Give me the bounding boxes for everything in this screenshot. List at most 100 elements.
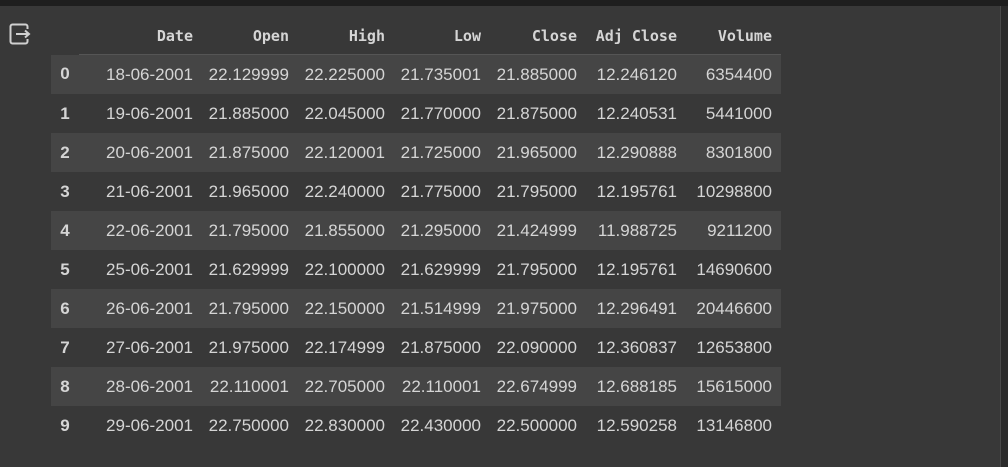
cell-low: 21.629999 [400, 259, 481, 279]
cell-open: 21.875000 [208, 142, 289, 162]
table-row: 0 18-06-2001 22.129999 22.225000 21.735001 21… [51, 54, 781, 94]
table-row: 1 19-06-2001 21.885000 22.045000 21.770000 21… [51, 94, 781, 133]
cell-high: 21.855000 [304, 220, 385, 240]
cell-date: 18-06-2001 [106, 64, 193, 84]
cell-open: 21.795000 [208, 298, 289, 318]
cell-low: 21.735001 [400, 64, 481, 84]
cell-volume: 13146800 [696, 415, 772, 435]
cell-high: 22.120001 [304, 142, 385, 162]
cell-adj-close: 12.195761 [596, 259, 677, 279]
row-index: 5 [60, 259, 70, 279]
cell-close: 21.965000 [496, 142, 577, 162]
cell-volume: 15615000 [696, 376, 772, 396]
cell-date: 22-06-2001 [106, 220, 193, 240]
column-header-low: Low [394, 17, 490, 55]
cell-open: 22.750000 [208, 415, 289, 435]
table-row: 2 20-06-2001 21.875000 22.120001 21.725000 21… [51, 133, 781, 172]
cell-volume: 20446600 [696, 298, 772, 318]
cell-close: 21.975000 [496, 298, 577, 318]
cell-high: 22.830000 [304, 415, 385, 435]
table-row: 4 22-06-2001 21.795000 21.855000 21.295000 21… [51, 211, 781, 250]
cell-date: 28-06-2001 [106, 376, 193, 396]
cell-open: 21.965000 [208, 181, 289, 201]
cell-open: 21.975000 [208, 337, 289, 357]
cell-low: 21.725000 [400, 142, 481, 162]
cell-low: 21.770000 [400, 103, 481, 123]
cell-adj-close: 12.688185 [596, 376, 677, 396]
cell-open: 21.795000 [208, 220, 289, 240]
cell-date: 27-06-2001 [106, 337, 193, 357]
table-body: 0 18-06-2001 22.129999 22.225000 21.735001 21… [51, 54, 781, 445]
cell-close: 21.875000 [496, 103, 577, 123]
cell-high: 22.225000 [304, 64, 385, 84]
row-index: 6 [60, 298, 70, 318]
cell-date: 29-06-2001 [106, 415, 193, 435]
cell-low: 21.875000 [400, 337, 481, 357]
row-index: 1 [60, 103, 70, 123]
cell-adj-close: 12.195761 [596, 181, 677, 201]
column-header-adj-close: Adj Close [586, 17, 686, 55]
table-row: 8 28-06-2001 22.110001 22.705000 22.110001 22… [51, 367, 781, 406]
cell-volume: 10298800 [696, 181, 772, 201]
cell-date: 26-06-2001 [106, 298, 193, 318]
cell-high: 22.045000 [304, 103, 385, 123]
cell-low: 21.514999 [400, 298, 481, 318]
cell-volume: 6354400 [705, 64, 772, 84]
cell-close: 21.885000 [496, 64, 577, 84]
cell-volume: 12653800 [696, 337, 772, 357]
cell-adj-close: 11.988725 [597, 220, 677, 240]
cell-output-area [40, 6, 1000, 467]
output-gutter [0, 6, 40, 467]
cell-date: 20-06-2001 [106, 142, 193, 162]
column-header-volume: Volume [686, 17, 781, 55]
cell-open: 21.629999 [208, 259, 289, 279]
cell-close: 22.500000 [496, 415, 577, 435]
table-row: 9 29-06-2001 22.750000 22.830000 22.430000 22… [51, 406, 781, 445]
cell-adj-close: 12.246120 [596, 64, 677, 84]
scrollbar-track[interactable] [1000, 6, 1008, 467]
cell-close: 22.090000 [496, 337, 577, 357]
row-index: 0 [60, 64, 70, 84]
cell-volume: 5441000 [705, 103, 772, 123]
cell-volume: 9211200 [707, 220, 772, 240]
table-row: 5 25-06-2001 21.629999 22.100000 21.629999 21… [51, 250, 781, 289]
top-bar [0, 0, 1008, 6]
cell-adj-close: 12.240531 [596, 103, 677, 123]
cell-high: 22.100000 [304, 259, 385, 279]
cell-low: 22.430000 [400, 415, 481, 435]
row-index: 9 [60, 415, 70, 435]
header-row: Date Open High Low Close Adj Close Volum… [51, 17, 781, 55]
cell-low: 22.110001 [401, 376, 481, 396]
column-header-date: Date [79, 17, 202, 55]
row-index: 3 [60, 181, 70, 201]
cell-high: 22.150000 [304, 298, 385, 318]
table-row: 7 27-06-2001 21.975000 22.174999 21.875000 22… [51, 328, 781, 367]
cell-close: 22.674999 [496, 376, 577, 396]
cell-adj-close: 12.590258 [596, 415, 677, 435]
cell-close: 21.795000 [496, 181, 577, 201]
cell-open: 22.110001 [209, 376, 289, 396]
index-header [51, 17, 79, 55]
cell-close: 21.795000 [496, 259, 577, 279]
cell-close: 21.424999 [496, 220, 577, 240]
cell-volume: 8301800 [705, 142, 772, 162]
row-index: 7 [60, 337, 70, 357]
cell-low: 21.775000 [400, 181, 481, 201]
cell-date: 25-06-2001 [106, 259, 193, 279]
cell-high: 22.174999 [304, 337, 385, 357]
row-index: 4 [60, 220, 70, 240]
output-exit-icon[interactable] [8, 22, 32, 46]
column-header-open: Open [202, 17, 298, 55]
row-index: 8 [60, 376, 70, 396]
cell-adj-close: 12.290888 [596, 142, 677, 162]
cell-high: 22.240000 [304, 181, 385, 201]
cell-high: 22.705000 [304, 376, 385, 396]
cell-date: 19-06-2001 [106, 103, 193, 123]
column-header-close: Close [490, 17, 586, 55]
dataframe-table: Date Open High Low Close Adj Close Volum… [51, 17, 781, 445]
cell-open: 21.885000 [208, 103, 289, 123]
cell-adj-close: 12.296491 [596, 298, 677, 318]
column-header-high: High [298, 17, 394, 55]
cell-date: 21-06-2001 [106, 181, 193, 201]
cell-open: 22.129999 [208, 64, 289, 84]
